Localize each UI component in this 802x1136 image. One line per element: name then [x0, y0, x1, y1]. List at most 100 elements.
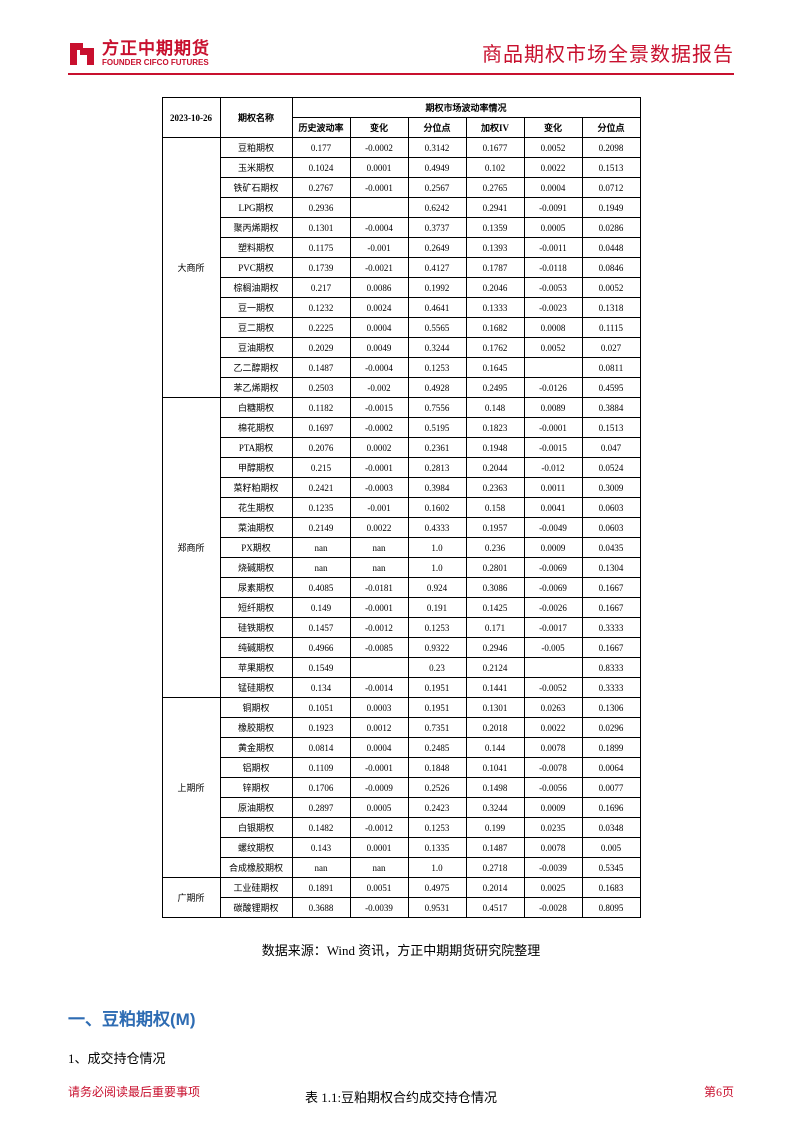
option-name: 橡胶期权: [220, 718, 292, 738]
value-cell: 0.2946: [466, 638, 524, 658]
value-cell: 0.1301: [466, 698, 524, 718]
value-cell: nan: [292, 858, 350, 878]
value-cell: 0.1041: [466, 758, 524, 778]
page-footer: 请务必阅读最后重要事项 第6页: [68, 1083, 734, 1100]
value-cell: 0.199: [466, 818, 524, 838]
option-name: LPG期权: [220, 198, 292, 218]
value-cell: 0.0064: [582, 758, 640, 778]
table-row: 苯乙烯期权0.2503-0.0020.49280.2495-0.01260.45…: [162, 378, 640, 398]
value-cell: 0.7556: [408, 398, 466, 418]
value-cell: 0.9531: [408, 898, 466, 918]
value-cell: 0.1667: [582, 578, 640, 598]
table-row: PVC期权0.1739-0.00210.41270.1787-0.01180.0…: [162, 258, 640, 278]
value-cell: 0.1787: [466, 258, 524, 278]
value-cell: 0.2076: [292, 438, 350, 458]
value-cell: 0.2421: [292, 478, 350, 498]
table-row: LPG期权0.29360.62420.2941-0.00910.1949: [162, 198, 640, 218]
value-cell: 0.1175: [292, 238, 350, 258]
value-cell: 0.1232: [292, 298, 350, 318]
value-cell: 0.0008: [524, 318, 582, 338]
value-cell: 0.3333: [582, 618, 640, 638]
data-source: 数据来源：Wind 资讯，方正中期期货研究院整理: [68, 940, 734, 959]
value-cell: -0.0017: [524, 618, 582, 638]
value-cell: -0.0049: [524, 518, 582, 538]
value-cell: 0.0004: [350, 318, 408, 338]
col-header: 加权IV: [466, 118, 524, 138]
option-name: 尿素期权: [220, 578, 292, 598]
option-name: 碳酸锂期权: [220, 898, 292, 918]
table-head: 2023-10-26 期权名称 期权市场波动率情况 历史波动率变化分位点加权IV…: [162, 98, 640, 138]
table-row: 郑商所白糖期权0.1182-0.00150.75560.1480.00890.3…: [162, 398, 640, 418]
value-cell: 0.0286: [582, 218, 640, 238]
value-cell: 0.0024: [350, 298, 408, 318]
value-cell: -0.0011: [524, 238, 582, 258]
value-cell: 0.0049: [350, 338, 408, 358]
option-name: 豆油期权: [220, 338, 292, 358]
value-cell: -0.001: [350, 238, 408, 258]
option-name: 塑料期权: [220, 238, 292, 258]
value-cell: [350, 658, 408, 678]
value-cell: 0.1949: [582, 198, 640, 218]
value-cell: 0.4966: [292, 638, 350, 658]
value-cell: -0.0002: [350, 138, 408, 158]
value-cell: 0.1301: [292, 218, 350, 238]
option-name: 豆二期权: [220, 318, 292, 338]
option-name: 烧碱期权: [220, 558, 292, 578]
value-cell: 0.1951: [408, 678, 466, 698]
value-cell: 0.2526: [408, 778, 466, 798]
value-cell: 0.158: [466, 498, 524, 518]
value-cell: 1.0: [408, 538, 466, 558]
value-cell: 0.2029: [292, 338, 350, 358]
value-cell: 0.924: [408, 578, 466, 598]
table-row: PTA期权0.20760.00020.23610.1948-0.00150.04…: [162, 438, 640, 458]
value-cell: 0.0052: [582, 278, 640, 298]
value-cell: 0.143: [292, 838, 350, 858]
value-cell: 1.0: [408, 558, 466, 578]
value-cell: nan: [350, 558, 408, 578]
value-cell: 0.0814: [292, 738, 350, 758]
value-cell: 0.2718: [466, 858, 524, 878]
value-cell: 0.2018: [466, 718, 524, 738]
exchange-cell: 大商所: [162, 138, 220, 398]
value-cell: -0.0012: [350, 618, 408, 638]
table-row: 橡胶期权0.19230.00120.73510.20180.00220.0296: [162, 718, 640, 738]
value-cell: 0.0603: [582, 498, 640, 518]
table-row: 乙二醇期权0.1487-0.00040.12530.16450.0811: [162, 358, 640, 378]
value-cell: 0.0022: [524, 158, 582, 178]
option-name: 锰硅期权: [220, 678, 292, 698]
value-cell: 0.177: [292, 138, 350, 158]
value-cell: 0.236: [466, 538, 524, 558]
value-cell: 0.2503: [292, 378, 350, 398]
value-cell: 0.149: [292, 598, 350, 618]
value-cell: 0.2044: [466, 458, 524, 478]
value-cell: 0.1513: [582, 158, 640, 178]
value-cell: 0.1335: [408, 838, 466, 858]
table-row: 花生期权0.1235-0.0010.16020.1580.00410.0603: [162, 498, 640, 518]
table-row: 尿素期权0.4085-0.01810.9240.3086-0.00690.166…: [162, 578, 640, 598]
table-row: 豆一期权0.12320.00240.46410.1333-0.00230.131…: [162, 298, 640, 318]
value-cell: -0.0118: [524, 258, 582, 278]
value-cell: 0.1253: [408, 618, 466, 638]
option-name: 白糖期权: [220, 398, 292, 418]
value-cell: 0.1425: [466, 598, 524, 618]
value-cell: 0.1487: [466, 838, 524, 858]
option-name: 铁矿石期权: [220, 178, 292, 198]
logo-text: 方正中期期货 FOUNDER CIFCO FUTURES: [102, 40, 210, 67]
col-header: 分位点: [582, 118, 640, 138]
value-cell: 0.0002: [350, 438, 408, 458]
value-cell: -0.0078: [524, 758, 582, 778]
option-name: 豆一期权: [220, 298, 292, 318]
table-row: 黄金期权0.08140.00040.24850.1440.00780.1899: [162, 738, 640, 758]
option-name: 棕榈油期权: [220, 278, 292, 298]
value-cell: 0.1683: [582, 878, 640, 898]
value-cell: 0.1253: [408, 818, 466, 838]
value-cell: -0.0039: [524, 858, 582, 878]
value-cell: 0.4085: [292, 578, 350, 598]
value-cell: 0.217: [292, 278, 350, 298]
value-cell: 0.102: [466, 158, 524, 178]
value-cell: 0.005: [582, 838, 640, 858]
option-name: 锌期权: [220, 778, 292, 798]
value-cell: 0.0005: [524, 218, 582, 238]
section-sub: 1、成交持仓情况: [68, 1048, 734, 1067]
value-cell: 0.3244: [466, 798, 524, 818]
